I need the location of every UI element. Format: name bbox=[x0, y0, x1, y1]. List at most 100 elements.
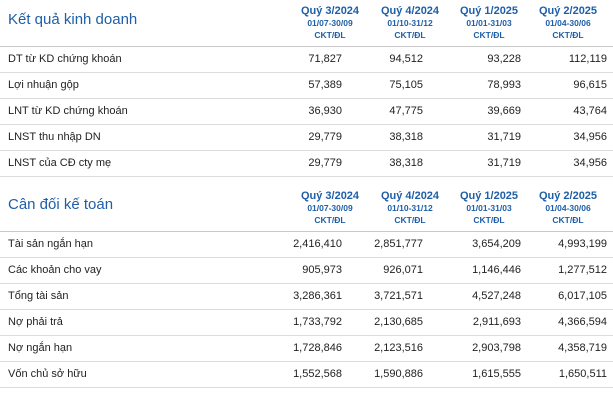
row-value: 6,017,105 bbox=[558, 290, 607, 302]
row-value: 43,764 bbox=[573, 105, 607, 117]
period-range: 01/04-30/06 bbox=[545, 203, 591, 213]
period-quarter: Quý 3/2024 bbox=[300, 5, 360, 17]
row-value: 1,590,886 bbox=[374, 368, 423, 380]
period-quarter: Quý 1/2025 bbox=[459, 5, 519, 17]
row-value: 2,130,685 bbox=[374, 316, 423, 328]
row-label: Tài sản ngắn hạn bbox=[8, 238, 94, 250]
row-value: 3,721,571 bbox=[374, 290, 423, 302]
period-range: 01/01-31/03 bbox=[466, 18, 512, 28]
period-range: 01/07-30/09 bbox=[307, 18, 353, 28]
table-row: LNST thu nhập DN 29,779 38,318 31,719 34… bbox=[0, 125, 613, 151]
table-row: Lợi nhuận gộp 57,389 75,105 78,993 96,61… bbox=[0, 73, 613, 99]
period-audit: CKT/ĐL bbox=[552, 30, 584, 40]
period-header: Quý 3/2024 01/07-30/09 CKT/ĐL bbox=[290, 190, 370, 226]
row-value: 29,779 bbox=[308, 131, 342, 143]
period-header: Quý 3/2024 01/07-30/09 CKT/ĐL bbox=[290, 5, 370, 41]
row-label: Nợ ngắn hạn bbox=[8, 342, 73, 354]
row-value: 38,318 bbox=[389, 157, 423, 169]
period-range: 01/10-31/12 bbox=[387, 203, 433, 213]
period-range: 01/01-31/03 bbox=[466, 203, 512, 213]
row-value: 1,733,792 bbox=[293, 316, 342, 328]
period-audit: CKT/ĐL bbox=[314, 215, 346, 225]
row-label: DT từ KD chứng khoán bbox=[8, 53, 122, 65]
row-value: 1,146,446 bbox=[472, 264, 521, 276]
row-value: 1,552,568 bbox=[293, 368, 342, 380]
period-header: Quý 2/2025 01/04-30/06 CKT/ĐL bbox=[528, 190, 608, 226]
row-value: 4,366,594 bbox=[558, 316, 607, 328]
row-value: 926,071 bbox=[383, 264, 423, 276]
row-value: 47,775 bbox=[389, 105, 423, 117]
business-results-header: Kết quả kinh doanh Quý 3/2024 01/07-30/0… bbox=[0, 0, 613, 47]
row-label: LNT từ KD chứng khoán bbox=[8, 105, 128, 117]
row-value: 2,416,410 bbox=[293, 238, 342, 250]
table-row: Các khoản cho vay 905,973 926,071 1,146,… bbox=[0, 258, 613, 284]
row-label: Lợi nhuận gộp bbox=[8, 79, 79, 91]
row-value: 2,123,516 bbox=[374, 342, 423, 354]
row-value: 112,119 bbox=[568, 53, 607, 65]
period-audit: CKT/ĐL bbox=[473, 30, 505, 40]
period-quarter: Quý 4/2024 bbox=[380, 5, 440, 17]
row-value: 36,930 bbox=[308, 105, 342, 117]
row-value: 1,728,846 bbox=[293, 342, 342, 354]
period-quarter: Quý 2/2025 bbox=[538, 5, 598, 17]
table-row: LNST của CĐ cty mẹ 29,779 38,318 31,719 … bbox=[0, 151, 613, 177]
table-row: Vốn chủ sở hữu 1,552,568 1,590,886 1,615… bbox=[0, 362, 613, 388]
row-value: 2,903,798 bbox=[472, 342, 521, 354]
period-header: Quý 4/2024 01/10-31/12 CKT/ĐL bbox=[370, 5, 450, 41]
balance-sheet-section: Cân đối kế toán Quý 3/2024 01/07-30/09 C… bbox=[0, 185, 613, 388]
table-row: Nợ ngắn hạn 1,728,846 2,123,516 2,903,79… bbox=[0, 336, 613, 362]
row-value: 905,973 bbox=[302, 264, 342, 276]
row-value: 4,527,248 bbox=[472, 290, 521, 302]
row-value: 34,956 bbox=[573, 131, 607, 143]
row-value: 1,650,511 bbox=[558, 368, 607, 380]
row-label: Các khoản cho vay bbox=[8, 264, 102, 276]
period-audit: CKT/ĐL bbox=[394, 30, 426, 40]
business-results-section: Kết quả kinh doanh Quý 3/2024 01/07-30/0… bbox=[0, 0, 613, 177]
row-value: 3,286,361 bbox=[293, 290, 342, 302]
table-row: Tổng tài sản 3,286,361 3,721,571 4,527,2… bbox=[0, 284, 613, 310]
row-value: 31,719 bbox=[487, 157, 521, 169]
row-value: 31,719 bbox=[487, 131, 521, 143]
period-quarter: Quý 2/2025 bbox=[538, 190, 598, 202]
period-header: Quý 1/2025 01/01-31/03 CKT/ĐL bbox=[449, 190, 529, 226]
row-label: Nợ phải trả bbox=[8, 316, 63, 328]
row-label: Tổng tài sản bbox=[8, 290, 69, 302]
row-value: 34,956 bbox=[573, 157, 607, 169]
row-value: 94,512 bbox=[389, 53, 423, 65]
row-label: LNST thu nhập DN bbox=[8, 131, 101, 143]
section-title: Kết quả kinh doanh bbox=[8, 11, 138, 28]
period-header: Quý 2/2025 01/04-30/06 CKT/ĐL bbox=[528, 5, 608, 41]
period-audit: CKT/ĐL bbox=[552, 215, 584, 225]
row-value: 71,827 bbox=[308, 53, 342, 65]
table-row: DT từ KD chứng khoán 71,827 94,512 93,22… bbox=[0, 47, 613, 73]
period-header: Quý 4/2024 01/10-31/12 CKT/ĐL bbox=[370, 190, 450, 226]
row-label: LNST của CĐ cty mẹ bbox=[8, 157, 112, 169]
row-value: 39,669 bbox=[487, 105, 521, 117]
section-gap bbox=[0, 177, 613, 185]
balance-sheet-header: Cân đối kế toán Quý 3/2024 01/07-30/09 C… bbox=[0, 185, 613, 232]
row-value: 78,993 bbox=[487, 79, 521, 91]
period-quarter: Quý 4/2024 bbox=[380, 190, 440, 202]
row-value: 96,615 bbox=[573, 79, 607, 91]
period-header: Quý 1/2025 01/01-31/03 CKT/ĐL bbox=[449, 5, 529, 41]
row-value: 38,318 bbox=[389, 131, 423, 143]
row-value: 57,389 bbox=[308, 79, 342, 91]
table-row: LNT từ KD chứng khoán 36,930 47,775 39,6… bbox=[0, 99, 613, 125]
section-title: Cân đối kế toán bbox=[8, 196, 114, 213]
period-range: 01/10-31/12 bbox=[387, 18, 433, 28]
table-row: Tài sản ngắn hạn 2,416,410 2,851,777 3,6… bbox=[0, 232, 613, 258]
row-value: 29,779 bbox=[308, 157, 342, 169]
row-value: 2,911,693 bbox=[472, 316, 521, 328]
period-audit: CKT/ĐL bbox=[473, 215, 505, 225]
row-value: 3,654,209 bbox=[472, 238, 521, 250]
period-quarter: Quý 1/2025 bbox=[459, 190, 519, 202]
row-value: 93,228 bbox=[487, 53, 521, 65]
row-value: 2,851,777 bbox=[374, 238, 423, 250]
period-range: 01/07-30/09 bbox=[307, 203, 353, 213]
period-audit: CKT/ĐL bbox=[314, 30, 346, 40]
row-value: 4,358,719 bbox=[558, 342, 607, 354]
row-value: 75,105 bbox=[389, 79, 423, 91]
period-range: 01/04-30/06 bbox=[545, 18, 591, 28]
row-value: 1,277,512 bbox=[558, 264, 607, 276]
table-row: Nợ phải trả 1,733,792 2,130,685 2,911,69… bbox=[0, 310, 613, 336]
